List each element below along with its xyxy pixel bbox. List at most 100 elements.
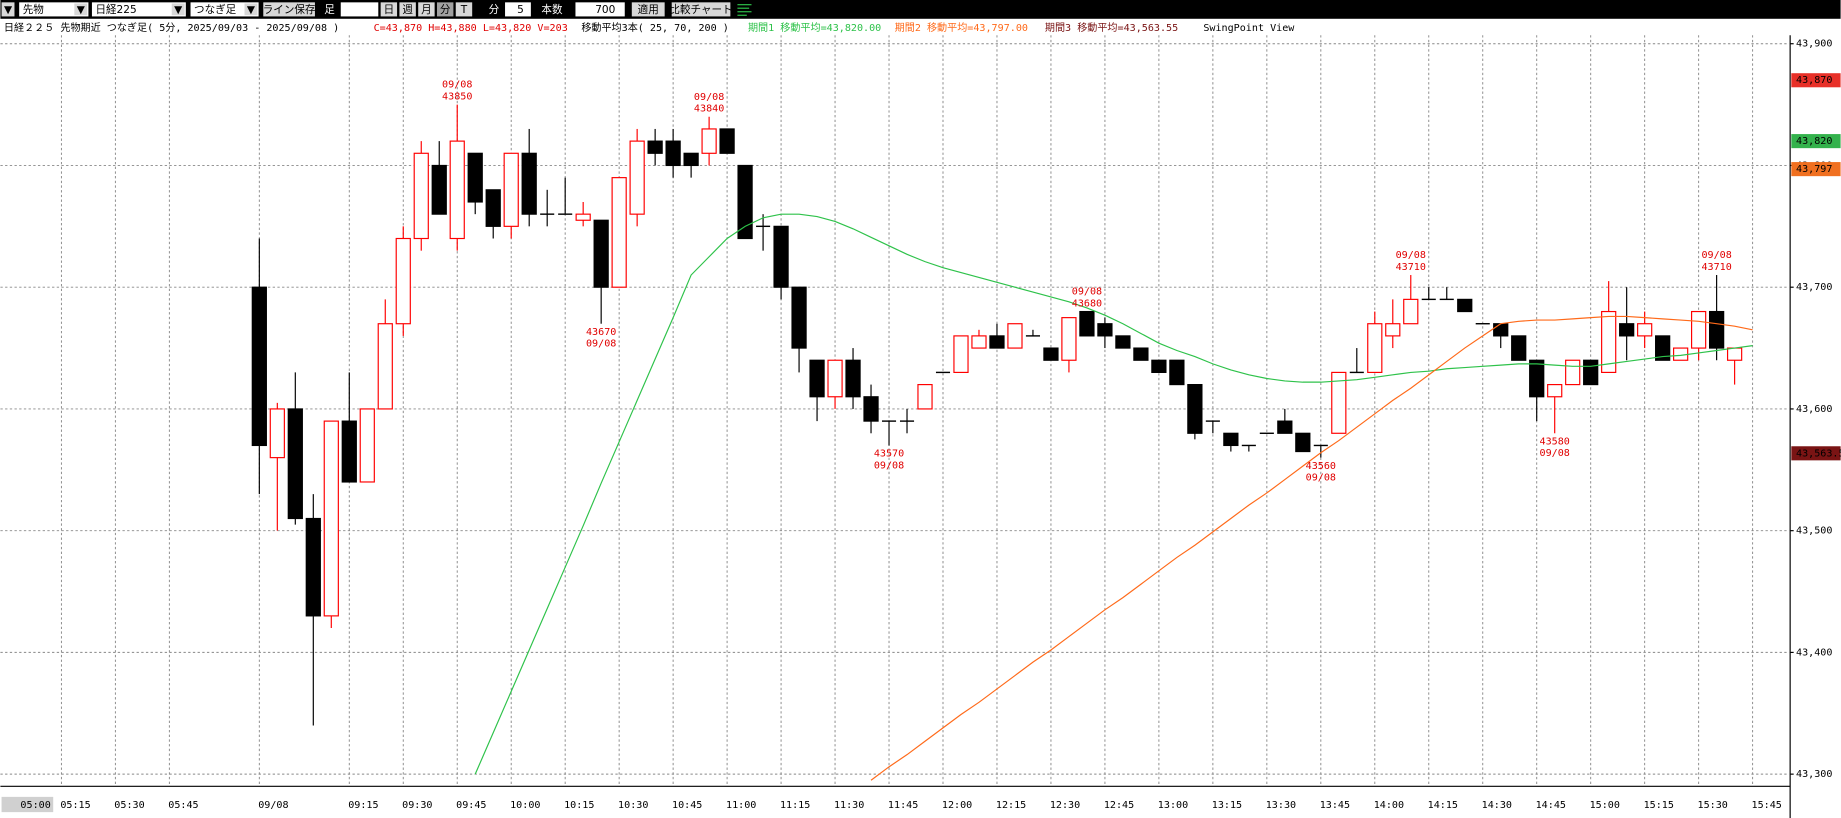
candle-body — [1457, 298, 1473, 313]
market: 先物 — [23, 3, 45, 16]
candle-body — [1601, 310, 1617, 374]
candle-body — [611, 177, 627, 288]
candle-body — [1385, 323, 1401, 337]
candle-body — [1708, 310, 1725, 349]
candle-body — [485, 189, 501, 227]
dropdown-arrow[interactable] — [74, 3, 88, 16]
x-tick-label: 12:00 — [942, 800, 972, 811]
x-tick-label: 05:45 — [168, 800, 198, 811]
candle-body — [1007, 323, 1023, 349]
day: 日 — [384, 4, 395, 16]
view-label: SwingPoint View — [1203, 23, 1295, 34]
mode-select[interactable] — [190, 2, 259, 17]
chart-title: 日経２２５ 先物期近 つなぎ足( 5分, 2025/09/03 - 2025/0… — [4, 21, 339, 34]
x-tick-label: 10:15 — [564, 800, 594, 811]
swing-date: 09/08 — [1540, 448, 1570, 459]
x-tick-label: 13:15 — [1212, 800, 1242, 811]
mode: つなぎ足 — [194, 3, 237, 16]
bar-input[interactable] — [340, 2, 379, 17]
candle-body — [1547, 384, 1563, 398]
swing-price: 43710 — [1701, 262, 1731, 273]
month-button[interactable] — [418, 2, 435, 17]
x-tick-label: 15:45 — [1752, 800, 1782, 811]
indicator-icon[interactable] — [737, 4, 752, 16]
tick: T — [460, 4, 468, 16]
candle-body — [647, 140, 663, 154]
candle-body — [917, 384, 933, 410]
save-button[interactable] — [263, 2, 315, 17]
apply-button[interactable] — [631, 2, 665, 17]
dropdown-arrow[interactable] — [244, 3, 258, 16]
compare-button[interactable] — [671, 2, 731, 17]
candle-body — [251, 286, 267, 447]
market-select[interactable] — [19, 2, 89, 17]
bar-label: 足 — [324, 4, 335, 16]
price-badge — [1791, 134, 1841, 149]
candle-body — [323, 420, 339, 617]
candle-body — [827, 359, 843, 398]
candle-body — [1583, 359, 1599, 386]
price-badge-label: 43,870 — [1796, 75, 1832, 86]
swing-price: 43840 — [694, 104, 724, 115]
candle-body — [1043, 347, 1059, 361]
index: 日経225 — [95, 3, 136, 16]
menu-button[interactable] — [1, 2, 15, 17]
interval-input[interactable] — [505, 2, 531, 17]
candle-body — [665, 140, 681, 167]
interval: 5 — [517, 4, 524, 16]
x-tick-label: 13:45 — [1320, 800, 1350, 811]
arrow: ▼ — [247, 4, 256, 16]
week-button[interactable] — [399, 2, 416, 17]
candle-body — [809, 359, 825, 398]
price-badge — [1791, 446, 1841, 461]
legend-entry: 期間3 移動平均=43,563.55 — [1045, 21, 1178, 34]
x-tick-label: 10:45 — [672, 800, 702, 811]
legend-entry: 期間2 移動平均=43,797.00 — [895, 21, 1028, 34]
arrow: ▼ — [4, 4, 13, 16]
month: 月 — [421, 4, 432, 16]
candle-body — [1726, 347, 1743, 361]
candle-body — [953, 335, 969, 374]
price-badge-label: 43,797 — [1796, 164, 1832, 175]
candle-body — [431, 164, 447, 215]
candle-body — [989, 335, 1005, 349]
minute: 分 — [440, 4, 451, 16]
y-tick-label: 43,300 — [1796, 769, 1832, 780]
candle-body — [1187, 384, 1203, 434]
candle-body — [1637, 323, 1653, 337]
dropdown-arrow[interactable] — [171, 3, 185, 16]
cursor-label: 05:00 — [20, 800, 50, 811]
swing-date: 09/08 — [1306, 473, 1336, 484]
price-badge-label: 43,820 — [1796, 136, 1832, 147]
candle-body — [1169, 359, 1185, 386]
candle-body — [1079, 310, 1095, 337]
y-tick-label: 43,600 — [1796, 404, 1832, 415]
price-badge — [1791, 162, 1841, 177]
swing-date: 09/08 — [1072, 287, 1102, 298]
toolbar: ▼ 先物 ▼ 日経225 ▼ つなぎ足 ▼ ライン保存 足 日 週 月 分 T … — [0, 0, 1841, 19]
candle-body — [1403, 298, 1419, 325]
swing-price: 43710 — [1396, 262, 1426, 273]
x-tick-label: 13:30 — [1266, 800, 1296, 811]
count: 700 — [595, 4, 615, 16]
x-tick-label: 09:45 — [456, 800, 486, 811]
candle-body — [737, 164, 753, 240]
count-input[interactable] — [575, 2, 625, 17]
tick-button[interactable] — [455, 2, 473, 17]
candle-body — [791, 286, 807, 349]
x-tick-label: 11:45 — [888, 800, 918, 811]
candle-body — [845, 359, 861, 398]
candle-body — [359, 408, 375, 483]
swing-price: 43560 — [1306, 461, 1336, 472]
swing-date: 09/08 — [442, 80, 472, 91]
x-tick-label: 12:45 — [1104, 800, 1134, 811]
swing-date: 09/08 — [586, 339, 616, 350]
x-tick-label: 15:30 — [1698, 800, 1728, 811]
x-tick-label: 11:00 — [726, 800, 756, 811]
candle-body — [773, 225, 789, 288]
candle-body — [1511, 335, 1527, 361]
day-button[interactable] — [380, 2, 398, 17]
unit-label: 分 — [489, 4, 500, 16]
index-select[interactable] — [91, 2, 186, 17]
minute-button[interactable] — [436, 2, 454, 17]
